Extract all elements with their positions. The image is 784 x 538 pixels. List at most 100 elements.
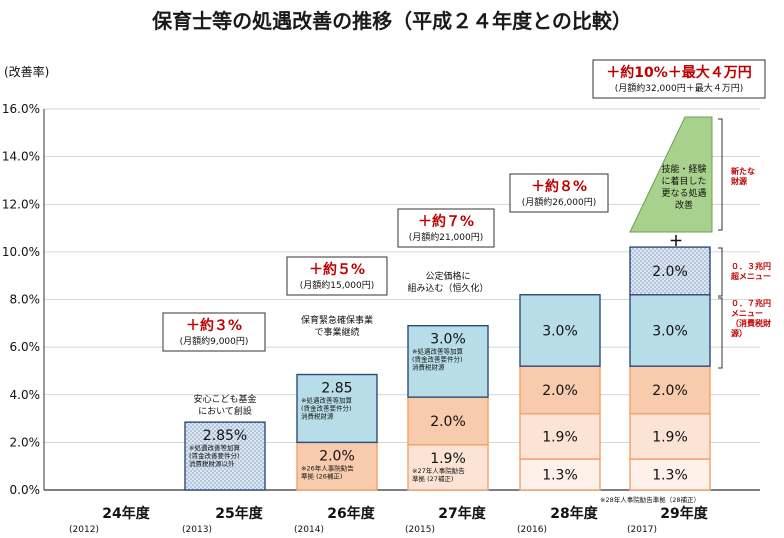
bar-segment [519, 294, 601, 367]
bar-segment [296, 441, 378, 491]
callouts: ＋約３%(月額約9,000円)＋約５%(月額約15,000円)＋約７%(月額約2… [162, 59, 766, 352]
side-label-text: （消費税財 [731, 318, 771, 328]
bar-value-label: 2.0% [652, 264, 688, 280]
green-box-text: 改善 [675, 199, 693, 211]
green-box-text: 更なる処遇 [661, 187, 706, 199]
x-tick-label: 24年度 [102, 505, 150, 522]
callout-sub: (月額約21,000円) [409, 231, 484, 243]
callout-sub: (月額約32,000円＋最大４万円) [615, 82, 744, 94]
callout-box [162, 312, 266, 352]
bar-note: ※26年人事院勧告 [301, 463, 354, 472]
bar-segment [407, 444, 489, 491]
plus-sign: ＋ [669, 234, 683, 250]
callout-main: ＋約10%＋最大４万円 [606, 64, 752, 81]
callout-sub: (月額約15,000円) [300, 279, 375, 291]
callout-sub: (月額約9,000円) [180, 335, 249, 347]
green-box-text: に着目した [661, 175, 706, 187]
side-label-text: ０．７兆円 [731, 298, 771, 308]
bar-note: 準拠 (27補正) [412, 474, 453, 483]
bar-value-label: 2.0% [652, 383, 688, 399]
callout-main: ＋約３% [186, 317, 242, 334]
callout-box [397, 208, 495, 248]
annotation-2015: 公定価格に [425, 270, 470, 282]
bar-value-label: 1.3% [652, 468, 688, 484]
side-label-text: 財源 [730, 176, 747, 186]
y-tick-label: 0.0% [10, 483, 41, 497]
x-tick-label: 25年度 [215, 505, 263, 522]
bar-value-label: 3.0% [542, 323, 578, 339]
y-tick-label: 14.0% [2, 150, 40, 164]
bar-segment [407, 396, 489, 446]
bar-segment [629, 458, 711, 491]
callout-sub: (月額約26,000円) [522, 196, 597, 208]
callout-main: ＋約８% [531, 178, 587, 195]
bar-value-label: 1.9% [542, 429, 578, 445]
x-tick-label: 29年度 [660, 505, 708, 522]
x-tick-sublabel: (2012) [69, 525, 99, 535]
bar-value-label: 2.0% [319, 448, 355, 464]
bar-value-label: 3.0% [430, 332, 466, 348]
x-tick-labels: 24年度(2012) 25年度(2013) 26年度(2014) 27年度(2015)… [69, 505, 709, 535]
y-tick-label: 12.0% [2, 197, 40, 211]
bar-note: (賃金改善要件分) [189, 451, 240, 460]
side-bracket [718, 247, 723, 297]
annotation-2014: で事業継続 [314, 326, 359, 338]
y-tick-label: 10.0% [2, 245, 40, 259]
side-label-text: ０．３兆円 [731, 261, 771, 271]
y-axis-label: (改善率) [4, 64, 49, 79]
bar-note: (賃金改善要件分) [412, 355, 463, 364]
bar-note: ※処遇改善等加算 [189, 443, 240, 452]
bar-note: 消費税財源 [412, 363, 445, 372]
x-tick-label: 28年度 [550, 505, 598, 522]
side-label-text: 超メニュー [730, 271, 771, 281]
bar-note: 消費税財源以外 [189, 459, 235, 468]
y-tick-label: 16.0% [2, 102, 40, 116]
side-label-text: メニュー [731, 309, 763, 318]
bar-value-label: 2.0% [430, 414, 466, 430]
annotation-2013: において創設 [198, 405, 252, 417]
y-tick-labels: 0.0% 2.0% 4.0% 6.0% 8.0% 10.0% 12.0% 14.0% 16.0% [2, 102, 40, 497]
x-tick-label: 26年度 [327, 505, 375, 522]
bar-value-label: 2.85% [203, 428, 247, 444]
bar-value-label: 1.9% [430, 451, 466, 467]
y-tick-label: 4.0% [10, 388, 41, 402]
green-increase-box [629, 116, 713, 233]
x-tick-sublabel: (2013) [182, 525, 212, 535]
green-box-text: 技能・経験 [661, 163, 706, 175]
callout-box [592, 59, 766, 99]
bar-segment [407, 324, 489, 398]
bar-segment [519, 458, 601, 491]
bar-segment [629, 365, 711, 415]
bars: 2.85%※処遇改善等加算(賃金改善要件分)消費税財源以外 2.0%※26年人事院… [184, 246, 711, 491]
y-tick-label: 8.0% [10, 293, 41, 307]
x-tick-sublabel: (2017) [627, 525, 657, 535]
side-bracket [718, 297, 723, 369]
side-label-text: 新たな [731, 166, 755, 176]
x-tick-label: 27年度 [438, 505, 486, 522]
chart-title: 保育士等の処遇改善の推移（平成２４年度との比較） [151, 9, 632, 33]
side-bracket [718, 118, 723, 231]
bar-note: ※27年人事院勧告 [412, 466, 465, 475]
bar-value-label: 2.85 [321, 381, 352, 397]
bar-segment [629, 294, 711, 367]
x-tick-sublabel: (2015) [405, 525, 435, 535]
y-tick-label: 2.0% [10, 435, 41, 449]
side-label-text: 源） [731, 328, 747, 338]
callout-box [286, 256, 388, 296]
bar-note: 消費税財源 [301, 412, 334, 421]
callout-main: ＋約５% [309, 261, 365, 278]
footnote: ※28年人事院勧告準拠（28補正） [600, 495, 700, 504]
callout-main: ＋約７% [418, 213, 474, 230]
annotation-2014: 保育緊急確保事業 [301, 314, 373, 326]
bar-segment [519, 365, 601, 415]
annotation-2015: 組み込む（恒久化） [407, 282, 488, 294]
y-tick-label: 6.0% [10, 340, 41, 354]
bar-note: (賃金改善要件分) [301, 404, 352, 413]
bar-note: ※処遇改善等加算 [301, 396, 352, 405]
bar-segment [184, 421, 266, 491]
bar-value-label: 2.0% [542, 383, 578, 399]
bar-value-label: 1.9% [652, 429, 688, 445]
